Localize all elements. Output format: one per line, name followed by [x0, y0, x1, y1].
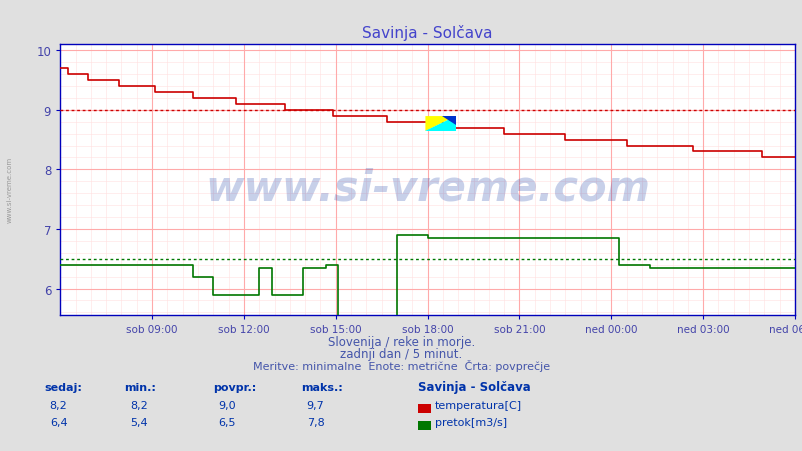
- Text: Savinja - Solčava: Savinja - Solčava: [417, 380, 529, 393]
- Text: 8,2: 8,2: [130, 400, 148, 410]
- Text: 5,4: 5,4: [130, 417, 148, 427]
- Text: www.si-vreme.com: www.si-vreme.com: [6, 156, 12, 222]
- Text: sedaj:: sedaj:: [44, 382, 82, 392]
- Text: Slovenija / reke in morje.: Slovenija / reke in morje.: [327, 335, 475, 348]
- Text: 6,5: 6,5: [218, 417, 236, 427]
- Text: 9,0: 9,0: [218, 400, 236, 410]
- Text: 6,4: 6,4: [50, 417, 67, 427]
- Text: 9,7: 9,7: [306, 400, 324, 410]
- Text: zadnji dan / 5 minut.: zadnji dan / 5 minut.: [340, 347, 462, 360]
- Polygon shape: [441, 117, 455, 126]
- Polygon shape: [425, 117, 455, 132]
- Text: Meritve: minimalne  Enote: metrične  Črta: povprečje: Meritve: minimalne Enote: metrične Črta:…: [253, 359, 549, 371]
- Title: Savinja - Solčava: Savinja - Solčava: [362, 25, 492, 41]
- Text: min.:: min.:: [124, 382, 156, 392]
- Text: 8,2: 8,2: [50, 400, 67, 410]
- Polygon shape: [425, 117, 455, 132]
- Text: 7,8: 7,8: [306, 417, 324, 427]
- Text: maks.:: maks.:: [301, 382, 342, 392]
- Text: temperatura[C]: temperatura[C]: [435, 400, 521, 410]
- Text: povpr.:: povpr.:: [213, 382, 256, 392]
- Text: www.si-vreme.com: www.si-vreme.com: [205, 168, 650, 209]
- Text: pretok[m3/s]: pretok[m3/s]: [435, 417, 507, 427]
